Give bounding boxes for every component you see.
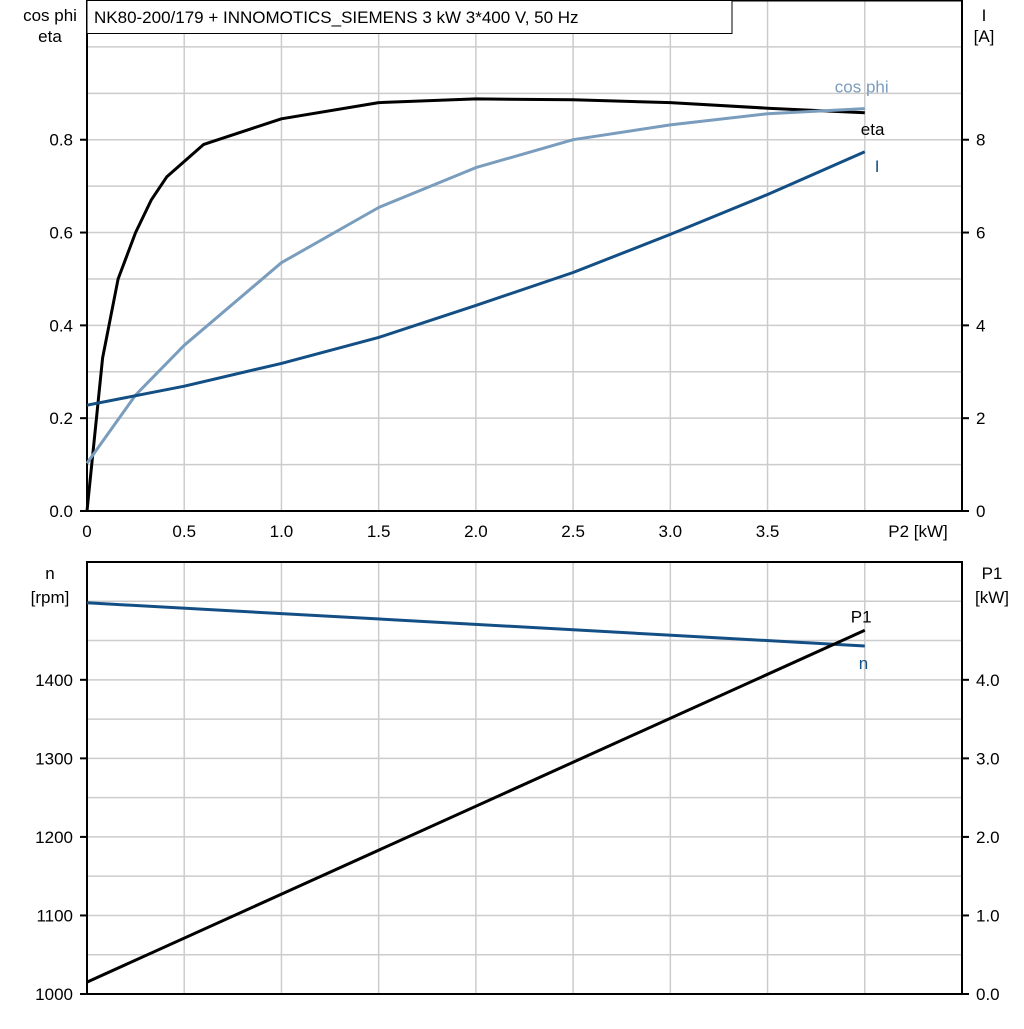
y-right-tick-label: 8: [976, 131, 985, 150]
chart-panel-1: 0.0 0.2 0.4 0.6 0.8 0 2 4 6 8 0 0.5 1.0 1.5 2.0 2.5 3.0 3…: [23, 0, 995, 541]
y-right-tick-label: 2.0: [976, 828, 1000, 847]
y-left-axis-label: [rpm]: [31, 588, 70, 607]
x-tick-label: 1.5: [367, 522, 391, 541]
y-left-tick-label: 0.4: [49, 316, 73, 335]
y-left-tick-label: 0.2: [49, 409, 73, 428]
y-right-tick-label: 4.0: [976, 671, 1000, 690]
y-right-tick-label: 2: [976, 409, 985, 428]
x-tick-label: 0: [82, 522, 91, 541]
y-left-tick-label: 1300: [35, 749, 73, 768]
y-right-axis-label: P1: [982, 564, 1003, 583]
y-left-tick-label: 1400: [35, 671, 73, 690]
y-left-axis-label: cos phi: [23, 6, 77, 25]
x-tick-label: 2.0: [464, 522, 488, 541]
y-left-tick-label: 1000: [35, 985, 73, 1004]
series-label-n: n: [859, 654, 868, 673]
x-tick-label: 3.5: [756, 522, 780, 541]
chart-panel-2: 1000 1100 1200 1300 1400 0.0 1.0 2.0 3.0 4.0 n [rpm…: [31, 561, 1009, 1004]
x-tick-label: 1.0: [270, 522, 294, 541]
y-left-axis-label: eta: [38, 27, 62, 46]
x-tick-label: 0.5: [172, 522, 196, 541]
series-line-I: [86, 150, 866, 407]
y-right-tick-label: 6: [976, 224, 985, 243]
y-right-tick-label: 0.0: [976, 985, 1000, 1004]
y-left-axis-label: n: [45, 564, 54, 583]
y-right-axis-label: I: [982, 6, 987, 25]
y-right-tick-label: 0: [976, 502, 985, 521]
y-right-axis-label: [kW]: [975, 588, 1009, 607]
series-label-I: I: [875, 157, 880, 176]
x-tick-label: 3.0: [659, 522, 683, 541]
series-label-cos-phi: cos phi: [835, 78, 889, 97]
y-left-tick-label: 0.8: [49, 131, 73, 150]
series-label-P1: P1: [851, 607, 872, 626]
y-left-tick-label: 1100: [36, 906, 73, 925]
plot-frame: [86, 0, 963, 512]
series-line-cos-phi: [85, 107, 865, 465]
y-right-tick-label: 4: [976, 316, 985, 335]
x-tick-label: 2.5: [561, 522, 585, 541]
title-box: [86, 0, 733, 34]
y-right-tick-label: 3.0: [976, 749, 1000, 768]
series-line-eta: [85, 97, 865, 512]
y-right-axis-label: [A]: [974, 27, 995, 46]
series-label-eta: eta: [861, 120, 885, 139]
x-axis-label: P2 [kW]: [888, 522, 948, 541]
series-line-n: [86, 601, 865, 648]
y-left-tick-label: 0.6: [49, 224, 73, 243]
series-line-P1: [86, 628, 866, 984]
plot-frame: [86, 561, 963, 995]
y-left-tick-label: 1200: [35, 828, 73, 847]
y-right-tick-label: 1.0: [976, 906, 1000, 925]
y-left-tick-label: 0.0: [49, 502, 73, 521]
chart-title: NK80-200/179 + INNOMOTICS_SIEMENS 3 kW 3…: [94, 8, 579, 27]
